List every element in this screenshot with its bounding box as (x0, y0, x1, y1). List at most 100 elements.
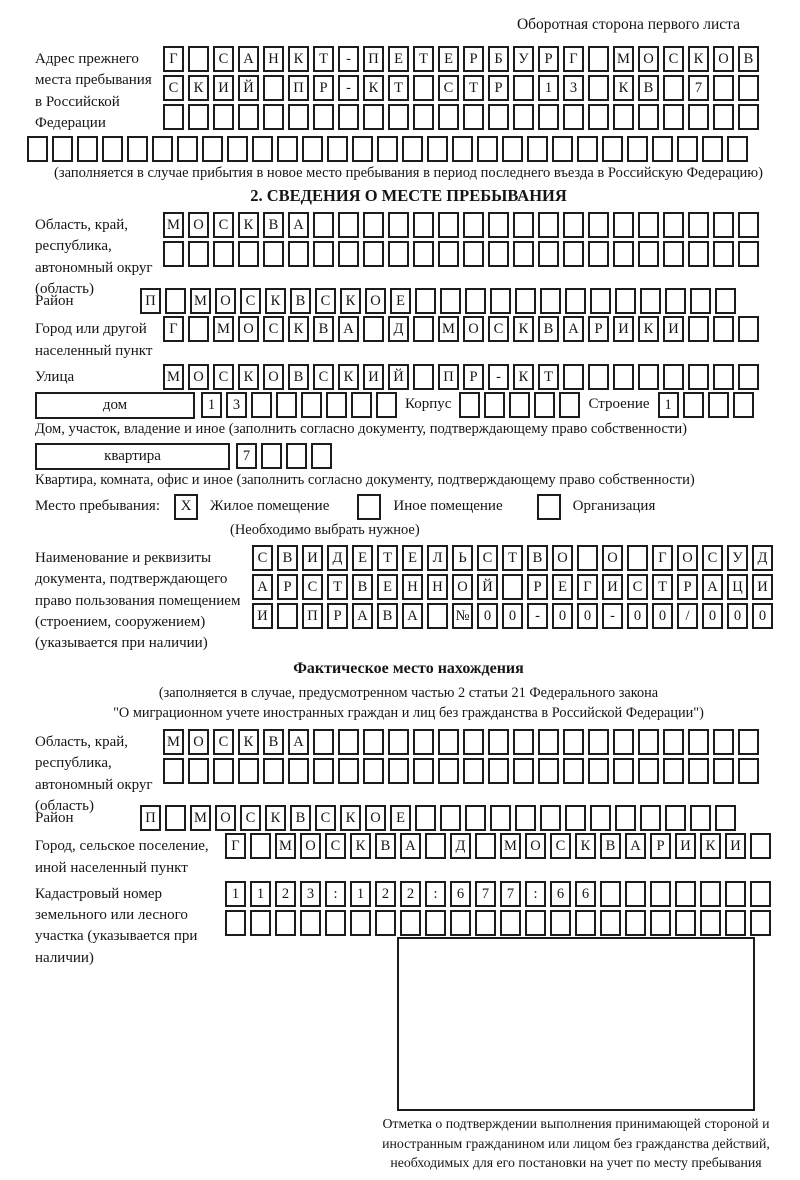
char-cell: В (538, 316, 559, 343)
char-cell: В (288, 363, 309, 390)
char-cell: Г (577, 573, 598, 600)
char-cell: С (163, 75, 184, 101)
char-cell (475, 909, 496, 936)
char-cell: О (638, 46, 659, 72)
char-cell (638, 104, 659, 130)
gorod-label: Город или другой населенный пункт (35, 321, 153, 359)
char-cell (702, 136, 723, 163)
char-cell (713, 75, 734, 101)
fact-note-line1: (заполняется в случае, предусмотренном ч… (158, 685, 659, 702)
char-cell: В (527, 544, 548, 571)
char-cell (413, 75, 434, 101)
prev-address-note: (заполняется в случае прибытия в новое м… (54, 165, 763, 182)
char-cell: К (288, 316, 309, 343)
char-cell (413, 212, 434, 239)
char-cell (665, 805, 686, 832)
char-cell (563, 104, 584, 130)
char-cell (713, 363, 734, 390)
char-cell (682, 391, 704, 418)
char-cell (688, 241, 709, 268)
char-cell: Й (388, 363, 409, 390)
char-cell: К (265, 805, 286, 832)
char-cell: В (600, 833, 621, 860)
char-cell: И (252, 602, 273, 629)
char-cell (550, 909, 571, 936)
kvartira-caption: Квартира, комната, офис и иное (заполнит… (35, 471, 695, 488)
char-cell (663, 212, 684, 239)
char-cell (465, 805, 486, 832)
char-cell: 6 (550, 880, 571, 907)
char-cell: С (325, 833, 346, 860)
checkbox-zhiloe: X (174, 493, 198, 520)
page-header-note: Оборотная сторона первого листа (516, 16, 740, 33)
char-cell: К (513, 363, 534, 390)
char-cell (301, 391, 322, 418)
char-cell: М (613, 46, 634, 72)
char-cell (477, 136, 498, 163)
char-cell (127, 136, 148, 163)
char-cell (352, 136, 373, 163)
char-cell (625, 909, 646, 936)
char-cell (738, 729, 759, 756)
char-cell (413, 363, 434, 390)
prev-address-block: Адрес прежнего места пребывания в Россий… (35, 46, 782, 134)
char-cell (500, 909, 521, 936)
char-cell: М (163, 212, 184, 239)
char-cell: Н (427, 573, 448, 600)
char-cell: И (302, 544, 323, 571)
char-cell (475, 833, 496, 860)
char-cell: А (288, 212, 309, 239)
char-cell: К (575, 833, 596, 860)
char-cell: Е (388, 46, 409, 72)
char-cell: : (425, 880, 446, 907)
char-cell (690, 288, 711, 315)
char-cell (427, 602, 448, 629)
char-cell (675, 909, 696, 936)
char-cell (338, 104, 359, 130)
char-cell (188, 46, 209, 72)
char-cell: М (500, 833, 521, 860)
cell-row-prev-address-overflow (27, 136, 782, 163)
char-cell (413, 104, 434, 130)
char-cell: Т (388, 75, 409, 101)
char-cell (638, 729, 659, 756)
char-cell: 0 (652, 602, 673, 629)
char-cell: С (263, 316, 284, 343)
char-cell (338, 758, 359, 785)
char-cell (376, 391, 397, 418)
fact-note-line2: "О миграционном учете иностранных гражда… (113, 704, 704, 721)
char-cell (313, 104, 334, 130)
char-cell (363, 758, 384, 785)
char-cell (688, 729, 709, 756)
char-cell (263, 758, 284, 785)
char-cell (438, 212, 459, 239)
char-cell: К (238, 363, 259, 390)
stay-type-note: (Необходимо выбрать нужное) (230, 521, 420, 538)
char-cell (527, 136, 548, 163)
char-cell: Г (652, 544, 673, 571)
char-cell: М (275, 833, 296, 860)
char-cell (563, 729, 584, 756)
char-cell (338, 729, 359, 756)
char-cell: 6 (575, 880, 596, 907)
char-cell (488, 729, 509, 756)
stamp-caption: Отметка о подтверждении выполнения прини… (382, 1116, 770, 1171)
char-cell (225, 909, 246, 936)
fact-gorod-block: Город, сельское поселение, иной населенн… (35, 833, 782, 879)
char-cell (165, 288, 186, 315)
char-cell (438, 241, 459, 268)
char-cell (263, 75, 284, 101)
char-cell (163, 104, 184, 130)
char-cell: Р (463, 46, 484, 72)
char-cell: 7 (688, 75, 709, 101)
char-cell (363, 241, 384, 268)
char-cell: Й (477, 573, 498, 600)
char-cell: Д (388, 316, 409, 343)
char-cell: О (552, 544, 573, 571)
char-cell: Д (450, 833, 471, 860)
